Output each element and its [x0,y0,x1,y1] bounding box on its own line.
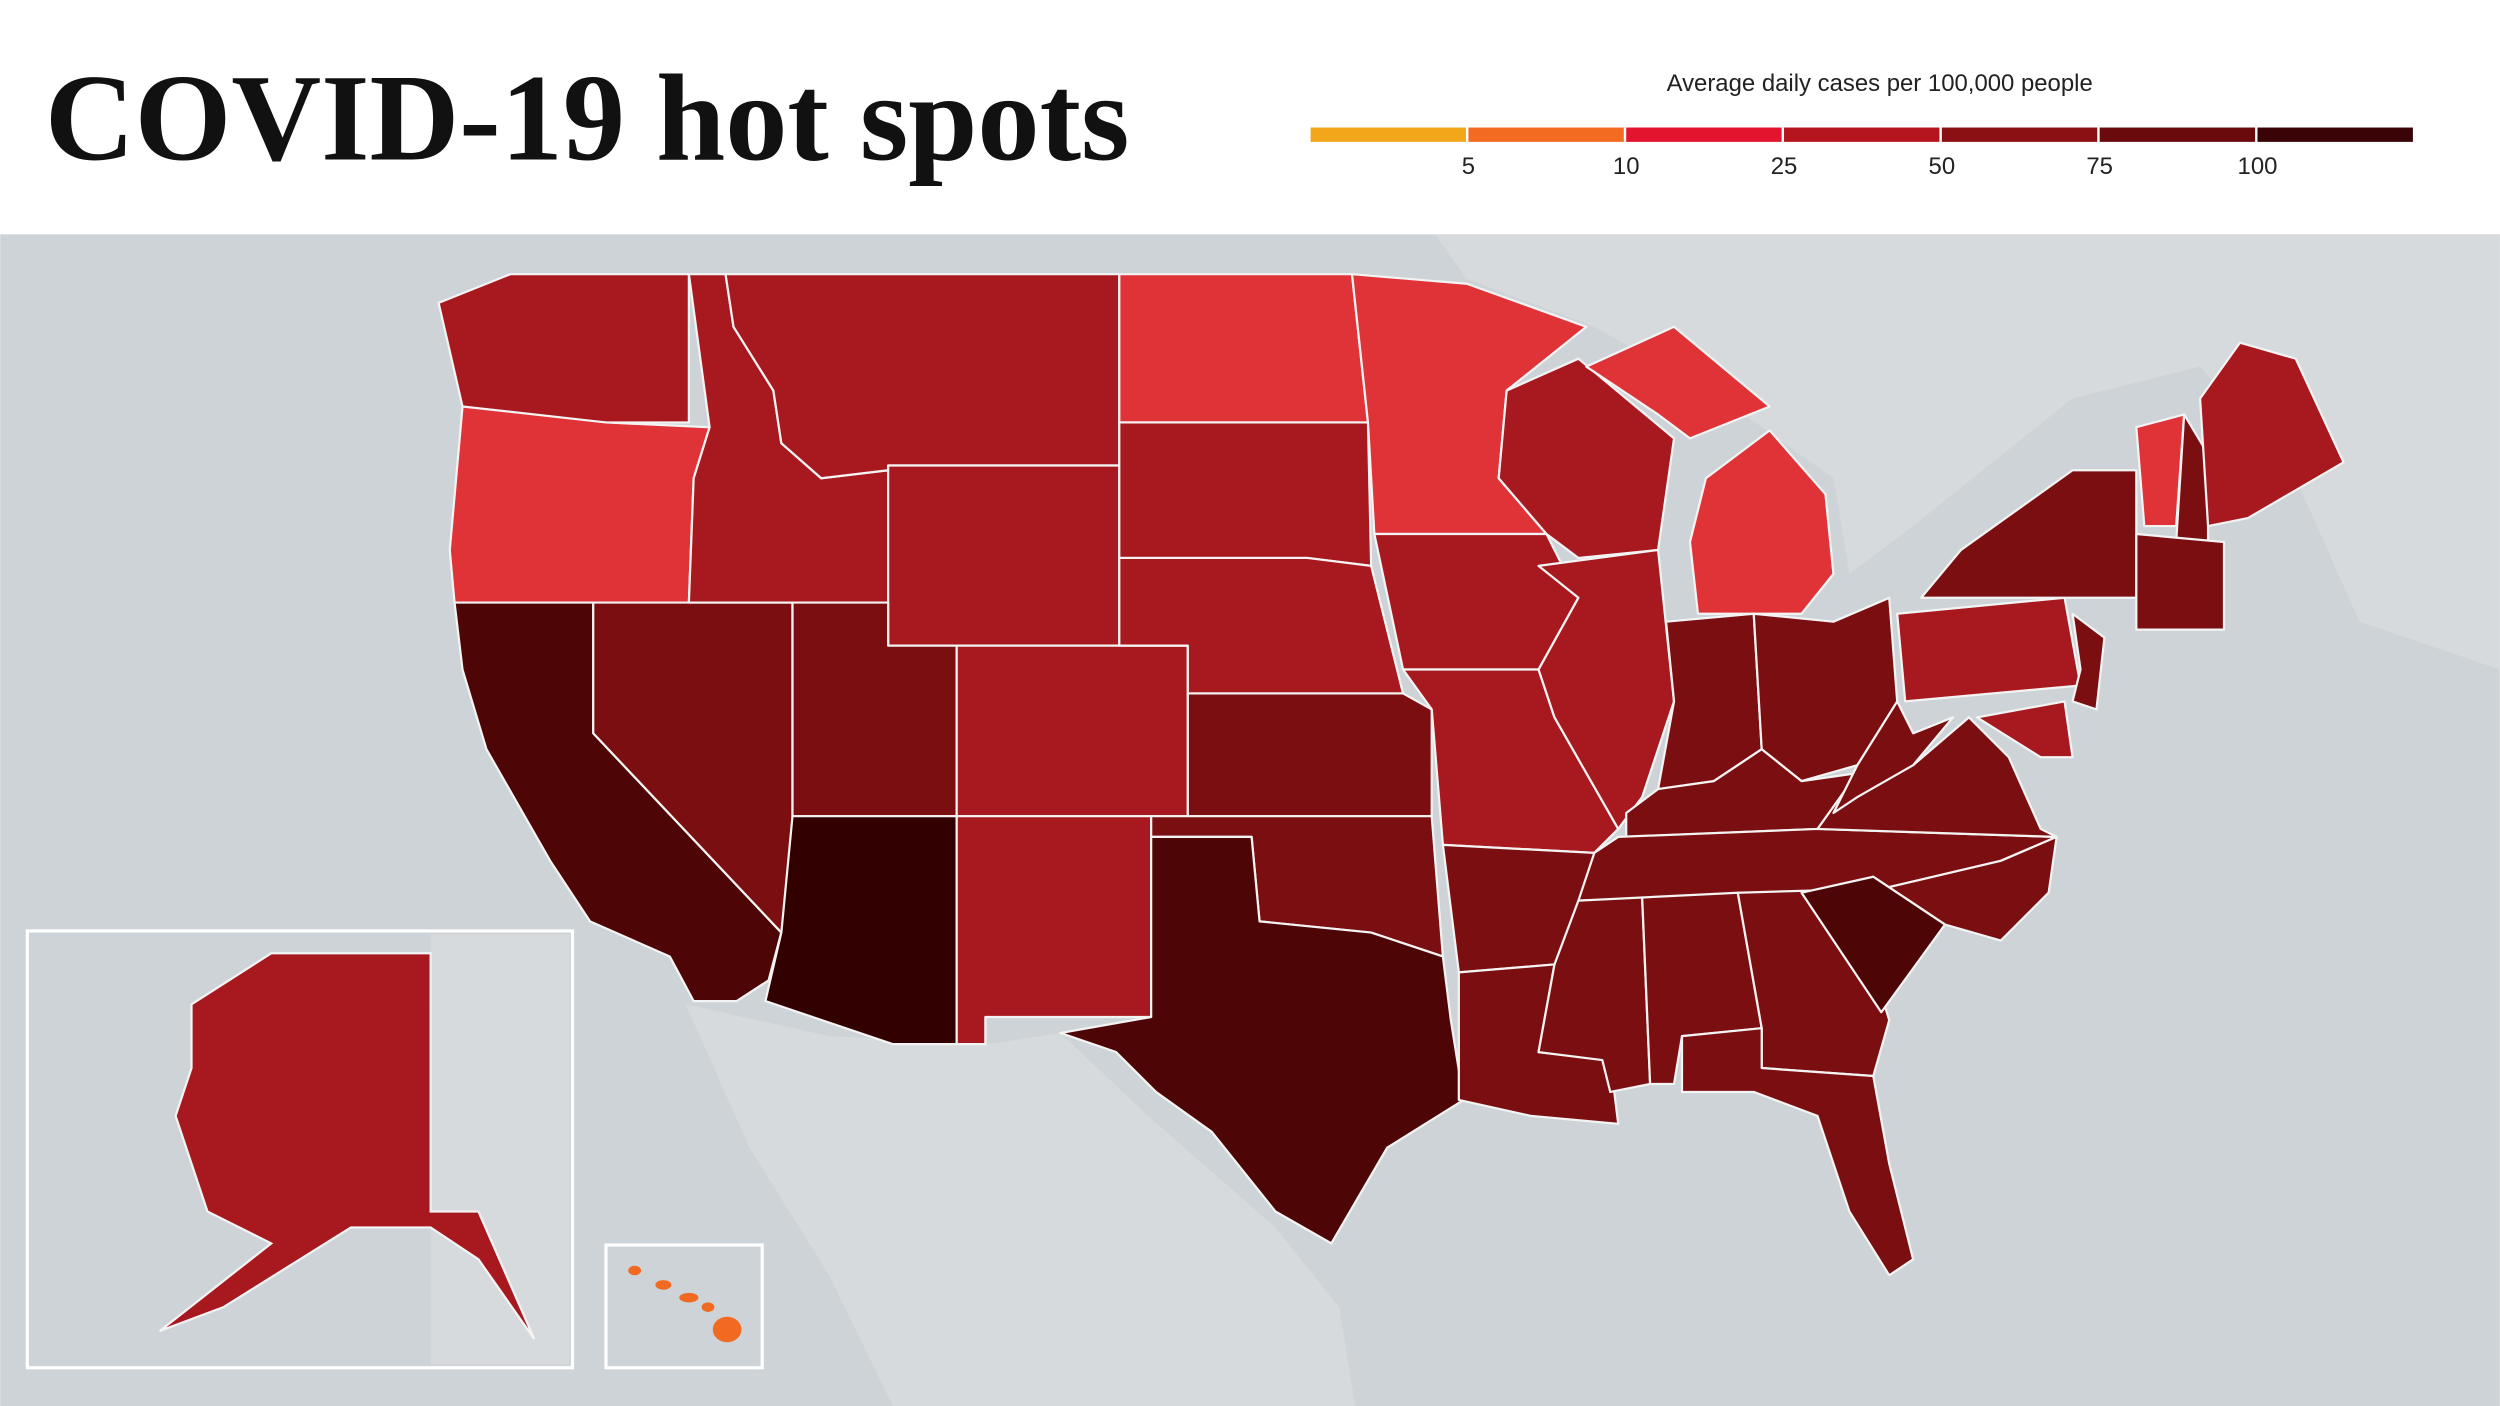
state [448,405,711,604]
state [955,644,1189,818]
state [1680,1027,1915,1277]
legend-title: Average daily cases per 100,000 people [1667,70,2093,97]
land-canada [1434,234,2500,670]
state [1059,835,1465,1245]
state [1118,421,1373,568]
legend-bin [1784,127,1940,142]
land-canada-inset [430,934,570,1365]
page-title: COVID-19 hot spots [45,48,1130,186]
state [2135,413,2186,528]
state [1186,692,1433,818]
hawaii-islands [628,1265,742,1343]
legend-bin [1941,127,2098,142]
island [701,1302,715,1312]
legend-tick-label: 10 [1613,153,1640,180]
legend: 5 10 25 50 75 100 [1310,127,2413,180]
legend-tick-label: 100 [2238,153,2278,180]
legend-tick-label: 75 [2086,153,2113,180]
legend-bin [2099,127,2256,142]
state [1373,532,1580,671]
legend-bin [1626,127,1782,142]
state [1975,700,2074,759]
legend-tick-label: 50 [1929,153,1956,180]
state [437,273,690,424]
state [1832,700,1955,815]
state [1896,596,2082,703]
header-background [0,0,2500,235]
legend-tick-label: 25 [1771,153,1798,180]
land-mexico [685,1004,1356,1406]
state [2135,532,2226,631]
legend-bin [1310,127,1467,142]
state [1688,429,1835,615]
state [2198,341,2345,528]
state [1585,325,1771,440]
state [1537,548,1676,831]
island [712,1316,742,1343]
island [655,1280,672,1290]
hawaii-inset [604,1243,764,1370]
states [437,273,2345,1277]
state [955,815,1153,1046]
state [1118,273,1370,424]
legend-bin [2257,127,2413,142]
legend-tick-label: 5 [1462,153,1475,180]
legend-bin [1468,127,1624,142]
state [764,815,958,1046]
state [887,464,1121,647]
island [628,1265,642,1276]
state [1800,875,1947,1014]
state [2071,612,2106,711]
island [679,1292,699,1303]
state [158,952,536,1340]
